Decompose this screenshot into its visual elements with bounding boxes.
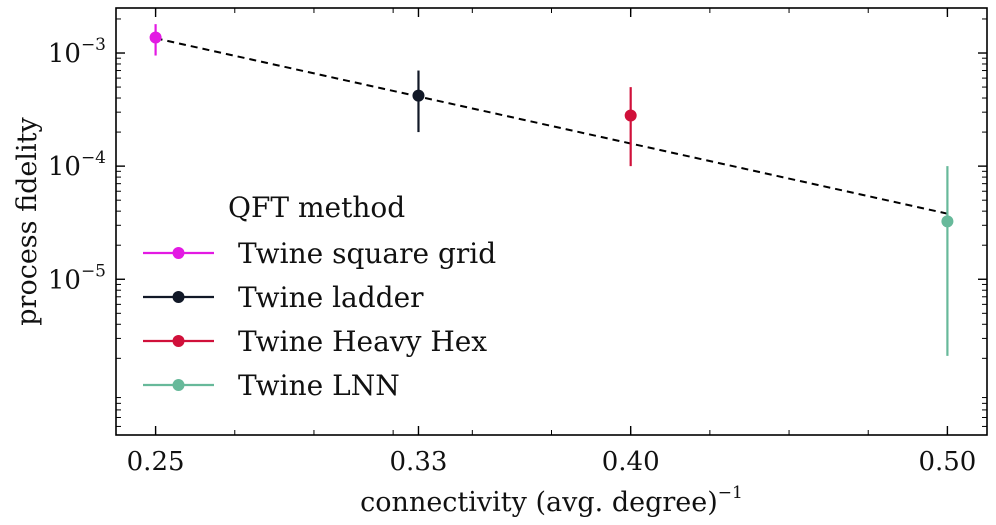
legend-label: Twine Heavy Hex [238, 325, 487, 358]
data-point [941, 215, 954, 228]
legend-label: Twine ladder [238, 281, 424, 314]
legend-marker [172, 335, 185, 347]
legend-marker [172, 247, 185, 259]
y-tick-exponent: −5 [81, 261, 106, 281]
legend-title: QFT method [228, 191, 405, 224]
x-axis-label: connectivity (avg. degree)−1 [360, 483, 743, 518]
y-tick-label: 10−5 [48, 261, 106, 295]
x-axis-label-exponent: −1 [718, 483, 743, 503]
y-tick-base: 10 [48, 152, 81, 182]
legend-marker [172, 379, 185, 391]
x-tick-label: 0.33 [390, 447, 448, 477]
x-axis-label-text: connectivity (avg. degree) [360, 487, 718, 518]
data-point [412, 89, 425, 102]
y-axis-label: process fidelity [12, 117, 43, 326]
y-tick-base: 10 [48, 265, 81, 295]
x-tick-label: 0.40 [602, 447, 660, 477]
y-tick-label: 10−4 [48, 148, 106, 182]
data-point [149, 31, 162, 44]
x-tick-label: 0.50 [918, 447, 976, 477]
legend-label: Twine LNN [238, 369, 400, 402]
fit-line [155, 37, 948, 215]
data-point [624, 109, 637, 122]
legend-label: Twine square grid [238, 237, 496, 270]
legend-marker [172, 291, 185, 303]
x-tick-label: 0.25 [127, 447, 185, 477]
y-tick-label: 10−3 [48, 35, 106, 69]
y-tick-exponent: −3 [81, 35, 106, 55]
y-tick-base: 10 [48, 39, 81, 69]
y-tick-exponent: −4 [81, 148, 106, 168]
